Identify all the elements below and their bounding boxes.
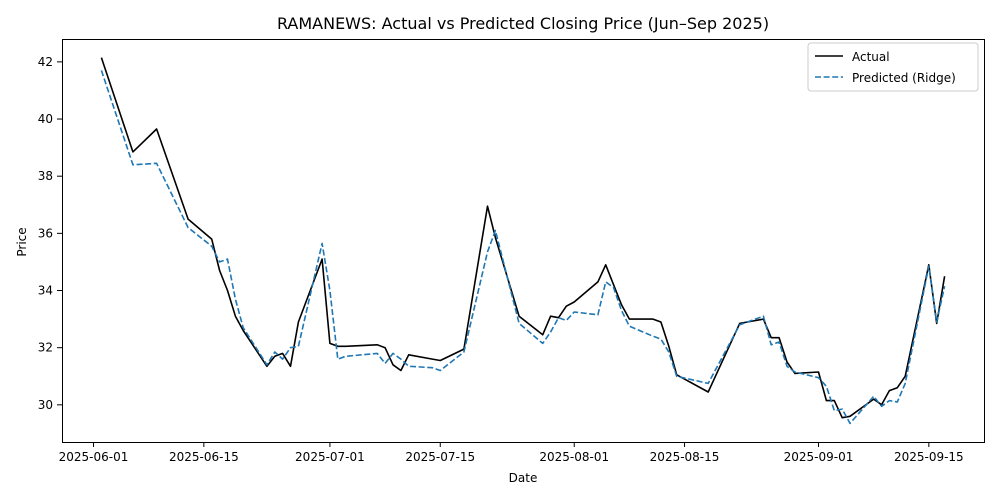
legend: Actual Predicted (Ridge) [807,42,979,92]
y-tick-label: 34 [38,284,53,298]
legend-label-predicted: Predicted (Ridge) [852,71,956,85]
plot-frame [62,39,985,443]
x-axis-label: Date [509,471,538,485]
x-tick-label: 2025-06-15 [169,450,239,464]
y-tick-label: 38 [38,169,53,183]
y-tick-label: 30 [38,398,53,412]
x-axis: 2025-06-01 2025-06-15 2025-07-01 2025-07-15… [59,442,964,464]
x-tick-label: 2025-09-01 [784,450,854,464]
x-tick-label: 2025-08-01 [539,450,609,464]
x-tick-label: 2025-09-15 [894,450,964,464]
x-tick-label: 2025-07-01 [295,450,365,464]
x-tick-label: 2025-07-15 [405,450,475,464]
series-line-predicted [100,70,946,425]
y-axis: 30 32 34 36 38 40 42 [38,55,62,412]
y-tick-label: 32 [38,341,53,355]
y-axis-label: Price [15,227,29,256]
legend-box [807,42,979,92]
y-tick-label: 42 [38,55,53,69]
y-tick-label: 40 [38,112,53,126]
series-layer [100,57,946,425]
x-tick-label: 2025-06-01 [59,450,129,464]
series-line-actual [100,57,946,419]
legend-label-actual: Actual [852,50,890,64]
y-tick-label: 36 [38,226,53,240]
x-tick-label: 2025-08-15 [650,450,720,464]
chart-title: RAMANEWS: Actual vs Predicted Closing Pr… [277,14,769,33]
